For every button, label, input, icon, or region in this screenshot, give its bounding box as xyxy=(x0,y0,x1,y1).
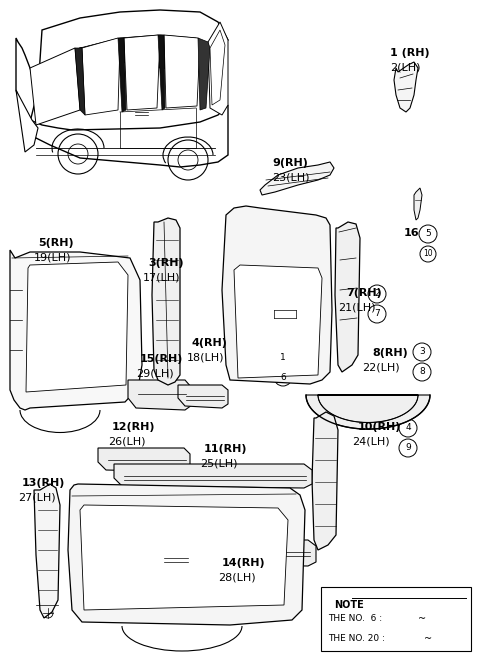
Polygon shape xyxy=(234,265,322,378)
Text: 22(LH): 22(LH) xyxy=(362,362,400,372)
Polygon shape xyxy=(414,188,422,220)
Text: 26(LH): 26(LH) xyxy=(108,436,145,446)
Text: 8: 8 xyxy=(419,368,425,376)
Polygon shape xyxy=(82,38,120,115)
Polygon shape xyxy=(260,162,334,195)
Text: 1 (RH): 1 (RH) xyxy=(390,48,430,58)
Text: 24(LH): 24(LH) xyxy=(352,436,390,446)
Text: 1: 1 xyxy=(280,353,286,362)
Text: 2(LH): 2(LH) xyxy=(390,62,420,72)
Text: 5(RH): 5(RH) xyxy=(38,238,73,248)
Text: 27(LH): 27(LH) xyxy=(18,492,56,502)
Polygon shape xyxy=(178,385,228,408)
Text: 1: 1 xyxy=(408,616,412,625)
Polygon shape xyxy=(38,10,228,90)
Text: 6: 6 xyxy=(414,635,419,645)
Text: 4: 4 xyxy=(405,424,411,432)
Text: THE NO.  6 :: THE NO. 6 : xyxy=(328,614,382,623)
Text: ~: ~ xyxy=(418,614,426,624)
Polygon shape xyxy=(80,505,288,610)
FancyBboxPatch shape xyxy=(321,587,471,651)
Text: 13(RH): 13(RH) xyxy=(22,478,65,488)
Text: 17(LH): 17(LH) xyxy=(143,272,180,282)
Polygon shape xyxy=(34,484,60,618)
Polygon shape xyxy=(80,35,220,72)
Text: 5: 5 xyxy=(425,229,431,239)
Text: 15(RH): 15(RH) xyxy=(140,354,183,364)
Text: 2: 2 xyxy=(374,289,380,299)
Text: 7(RH): 7(RH) xyxy=(346,288,382,298)
Polygon shape xyxy=(158,35,165,110)
Polygon shape xyxy=(164,35,200,108)
Text: 16: 16 xyxy=(404,228,420,238)
Polygon shape xyxy=(335,222,360,372)
Polygon shape xyxy=(152,218,180,385)
Polygon shape xyxy=(222,206,332,384)
Text: 9: 9 xyxy=(405,444,411,453)
Text: 11(RH): 11(RH) xyxy=(204,444,248,454)
Text: 14(RH): 14(RH) xyxy=(222,558,265,568)
Text: THE NO. 20 :: THE NO. 20 : xyxy=(328,634,385,643)
Polygon shape xyxy=(118,38,126,112)
Text: 21(LH): 21(LH) xyxy=(338,302,375,312)
Polygon shape xyxy=(116,540,316,566)
Polygon shape xyxy=(128,380,192,410)
Text: 23(LH): 23(LH) xyxy=(272,172,310,182)
Text: 28(LH): 28(LH) xyxy=(218,572,256,582)
Polygon shape xyxy=(248,340,260,365)
Polygon shape xyxy=(16,38,228,167)
Text: NOTE: NOTE xyxy=(334,600,364,610)
Polygon shape xyxy=(124,35,160,110)
Text: 8(RH): 8(RH) xyxy=(372,348,408,358)
Text: 6: 6 xyxy=(280,372,286,382)
Polygon shape xyxy=(312,412,338,550)
Text: ~: ~ xyxy=(424,634,432,644)
Text: 29(LH): 29(LH) xyxy=(136,368,174,378)
Text: 10(RH): 10(RH) xyxy=(358,422,401,432)
Text: 10: 10 xyxy=(423,250,433,258)
Text: 25(LH): 25(LH) xyxy=(200,458,238,468)
Text: 5: 5 xyxy=(426,616,431,625)
Polygon shape xyxy=(306,395,430,429)
Text: 4(RH): 4(RH) xyxy=(192,338,228,348)
Text: 7: 7 xyxy=(374,310,380,318)
Text: 3: 3 xyxy=(419,347,425,357)
Polygon shape xyxy=(114,464,312,488)
Polygon shape xyxy=(210,30,225,105)
Polygon shape xyxy=(30,48,80,125)
Text: 18(LH): 18(LH) xyxy=(187,352,225,362)
Polygon shape xyxy=(208,22,228,115)
Polygon shape xyxy=(304,340,316,365)
Polygon shape xyxy=(16,90,38,152)
Text: 12(RH): 12(RH) xyxy=(112,422,156,432)
Polygon shape xyxy=(26,262,128,392)
Text: 9(RH): 9(RH) xyxy=(272,158,308,168)
Polygon shape xyxy=(394,62,418,112)
Polygon shape xyxy=(10,250,142,410)
Text: 10: 10 xyxy=(432,637,440,643)
Text: 3(RH): 3(RH) xyxy=(148,258,184,268)
Polygon shape xyxy=(198,38,210,110)
Polygon shape xyxy=(68,484,305,625)
Polygon shape xyxy=(75,48,85,115)
Polygon shape xyxy=(98,448,190,472)
Text: 19(LH): 19(LH) xyxy=(34,252,72,262)
